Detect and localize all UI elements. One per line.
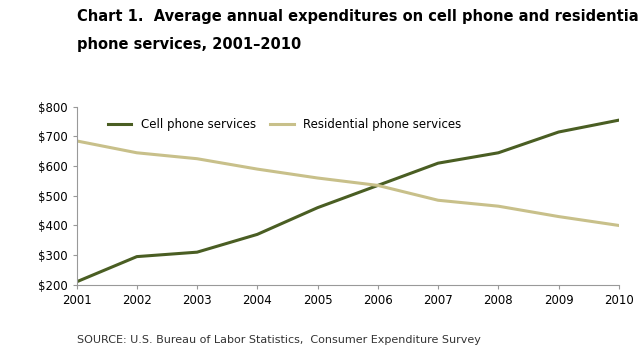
Text: phone services, 2001–2010: phone services, 2001–2010 [77, 37, 300, 52]
Cell phone services [615, 118, 623, 122]
Cell phone services [253, 232, 261, 236]
Residential phone services [133, 151, 140, 155]
Residential phone services [193, 157, 201, 161]
Cell phone services [555, 130, 563, 134]
Cell phone services [73, 280, 80, 284]
Cell phone services [374, 183, 382, 188]
Residential phone services [615, 223, 623, 227]
Cell phone services [133, 255, 140, 259]
Cell phone services [494, 151, 502, 155]
Residential phone services [434, 198, 442, 202]
Residential phone services [73, 139, 80, 143]
Cell phone services [193, 250, 201, 254]
Line: Residential phone services: Residential phone services [77, 141, 619, 225]
Residential phone services [253, 167, 261, 171]
Line: Cell phone services: Cell phone services [77, 120, 619, 282]
Cell phone services [314, 205, 322, 210]
Text: SOURCE: U.S. Bureau of Labor Statistics,  Consumer Expenditure Survey: SOURCE: U.S. Bureau of Labor Statistics,… [77, 335, 480, 345]
Cell phone services [434, 161, 442, 165]
Residential phone services [374, 183, 382, 188]
Legend: Cell phone services, Residential phone services: Cell phone services, Residential phone s… [104, 115, 465, 135]
Text: Chart 1.  Average annual expenditures on cell phone and residential: Chart 1. Average annual expenditures on … [77, 9, 638, 24]
Residential phone services [314, 176, 322, 180]
Residential phone services [494, 204, 502, 208]
Residential phone services [555, 214, 563, 219]
